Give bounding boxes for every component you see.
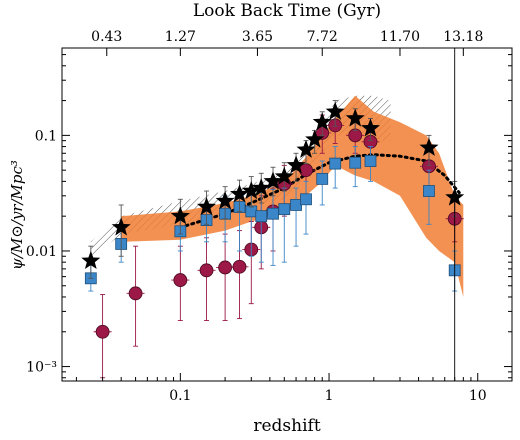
circle-point <box>218 260 233 275</box>
top-tick-label: 11.70 <box>380 29 420 45</box>
circle-point <box>173 273 188 287</box>
band-layer <box>90 95 464 297</box>
star-point <box>215 191 235 210</box>
star-point <box>312 112 332 131</box>
star-point <box>111 217 131 236</box>
star-point <box>81 250 101 269</box>
y-tick-label: 10⁻³ <box>26 360 57 376</box>
axes-layer: 0.1 1 10 10⁻³ 0.01 0.1 0.43 1.27 3.65 7.72 11.70 13… <box>26 29 513 404</box>
top-tick-label: 3.65 <box>242 29 273 45</box>
star-point <box>419 137 439 156</box>
x-tick-label: 1 <box>325 388 334 404</box>
square-point <box>364 155 377 167</box>
orange-band <box>121 95 464 297</box>
circle-point <box>95 324 110 339</box>
square-point <box>300 193 312 206</box>
star-point <box>230 184 249 203</box>
square-point <box>267 207 279 220</box>
square-point <box>255 210 268 223</box>
circle-point <box>232 259 247 274</box>
star-point <box>263 171 283 190</box>
top-tick-label: 13.18 <box>443 29 483 45</box>
star-point <box>296 139 316 158</box>
star-point <box>345 108 365 127</box>
y-tick-label: 0.1 <box>35 128 57 144</box>
square-point <box>329 157 342 170</box>
star-point <box>170 206 190 225</box>
square-point <box>245 205 258 218</box>
square-point <box>290 199 302 211</box>
star-point <box>361 118 380 137</box>
x-tick-label: 0.1 <box>169 388 191 404</box>
data-marks-layer <box>81 100 465 379</box>
x-axis-title: redshift <box>253 416 320 436</box>
circle-point <box>299 163 313 178</box>
star-point <box>251 178 271 197</box>
x-tick-label: 10 <box>469 388 487 404</box>
star-point <box>305 129 325 148</box>
square-point <box>316 173 329 185</box>
star-point <box>325 101 345 120</box>
circle-point <box>128 286 143 301</box>
y-axis-title: ψ/M⊙/yr/Mpc³ <box>8 160 26 270</box>
square-point <box>423 185 435 197</box>
star-point <box>241 181 261 200</box>
square-point <box>278 203 291 216</box>
star-point <box>286 155 306 174</box>
star-point <box>197 197 216 216</box>
star-point <box>274 166 294 185</box>
top-tick-label: 7.72 <box>307 29 338 45</box>
plot-frame <box>61 47 513 382</box>
top-tick-label: 0.43 <box>91 29 122 45</box>
top-axis-title: Look Back Time (Gyr) <box>193 1 381 21</box>
square-point <box>349 156 362 169</box>
top-tick-label: 1.27 <box>165 29 196 45</box>
circle-point <box>199 263 214 278</box>
y-tick-label: 0.01 <box>26 244 57 260</box>
